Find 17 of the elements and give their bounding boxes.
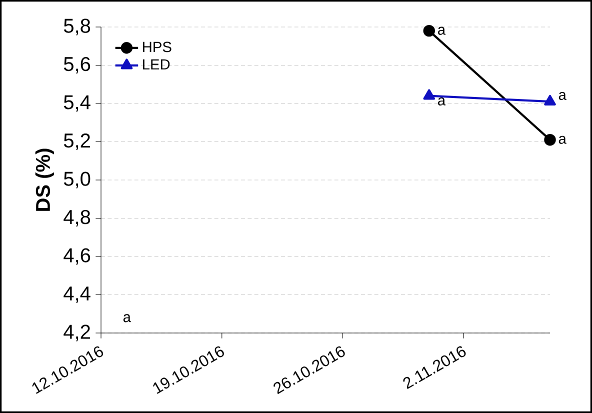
y-tick-label: 5,6 [64,56,90,74]
annotation: a [558,136,566,144]
y-tick-label: 4,8 [64,210,90,226]
y-tick-label: 5,2 [64,133,90,150]
y-tick-label: 4,2 [64,324,90,342]
annotation: a [438,26,446,35]
y-tick-label: 5,8 [64,18,90,36]
y-tick-label: 4,6 [64,248,90,265]
annotation: a [123,314,131,322]
annotation: a [558,92,566,100]
y-tick-label: 4,4 [64,286,90,303]
annotation: a [438,97,446,106]
legend-label: LED [143,59,170,70]
y-axis-title: DS (%) [35,148,54,211]
legend-label: HPS [143,42,172,52]
y-tick-label: 5,0 [64,172,90,188]
y-tick-label: 5,4 [64,95,90,112]
